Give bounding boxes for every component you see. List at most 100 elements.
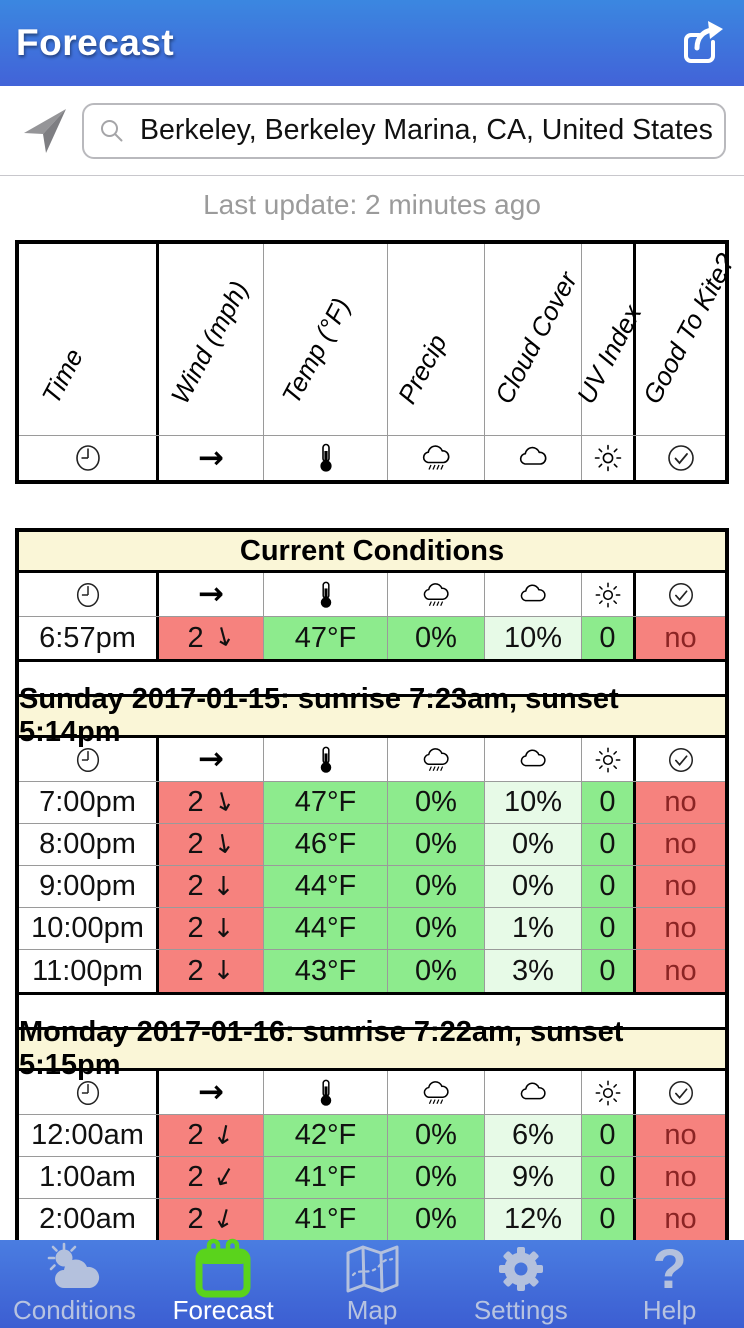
tab-settings[interactable]: Settings xyxy=(446,1240,595,1328)
arrow-right-icon: → xyxy=(198,741,224,777)
search-box xyxy=(82,102,726,159)
precip-cell: 0% xyxy=(388,1115,485,1156)
cloud-cover-cell: 12% xyxy=(485,1199,582,1240)
table-row: 10:00pm 2 ↓ 44°F 0% 1% 0 no xyxy=(19,908,725,950)
wind-direction-arrow-icon: ↓ xyxy=(209,1202,238,1237)
wind-speed: 2 xyxy=(187,621,204,654)
arrow-right-icon: → xyxy=(198,576,224,612)
temp-cell: 44°F xyxy=(264,866,388,907)
cloud-cover-cell: 0% xyxy=(485,824,582,865)
wind-cell: 2 ↓ xyxy=(159,950,264,992)
search-input[interactable] xyxy=(140,114,718,147)
cloud-icon xyxy=(520,749,546,766)
tab-label: Settings xyxy=(473,1295,568,1325)
wind-cell: 2 ↓ xyxy=(159,1115,264,1156)
precip-cell: 0% xyxy=(388,866,485,907)
good-to-kite-cell: no xyxy=(636,617,725,659)
uv-index-cell: 0 xyxy=(582,617,636,659)
wind-direction-arrow-icon: ↓ xyxy=(209,785,238,820)
gear-icon xyxy=(498,1247,543,1291)
precip-cell: 0% xyxy=(388,782,485,823)
table-row: 9:00pm 2 ↓ 44°F 0% 0% 0 no xyxy=(19,866,725,908)
cloud-cover-cell: 6% xyxy=(485,1115,582,1156)
wind-direction-arrow-icon: ↓ xyxy=(209,1118,238,1153)
uv-index-cell: 0 xyxy=(582,908,636,949)
cloud-cover-cell: 3% xyxy=(485,950,582,992)
location-arrow-icon xyxy=(24,108,66,153)
clock-icon xyxy=(76,582,99,607)
check-circle-icon xyxy=(668,582,693,607)
tab-help[interactable]: ? Help xyxy=(595,1240,744,1328)
temp-cell: 46°F xyxy=(264,824,388,865)
tab-label: Conditions xyxy=(12,1295,136,1325)
legend-icon-row: → xyxy=(19,436,725,480)
temp-cell: 41°F xyxy=(264,1157,388,1198)
legend-table: Time Wind (mph) Temp (°F) Precip Cloud C… xyxy=(15,240,741,484)
good-to-kite-cell: no xyxy=(636,866,725,907)
table-row: 11:00pm 2 ↓ 43°F 0% 3% 0 no xyxy=(19,950,725,992)
table-row: 6:57pm 2 ↓ 47°F 0% 10% 0 no xyxy=(19,617,725,659)
good-to-kite-cell: no xyxy=(636,908,725,949)
rain-cloud-icon xyxy=(423,747,449,771)
tab-label: Forecast xyxy=(172,1295,274,1325)
precip-cell: 0% xyxy=(388,1157,485,1198)
current-location-button[interactable] xyxy=(18,105,70,157)
time-cell: 1:00am xyxy=(19,1157,159,1198)
sun-icon xyxy=(594,444,621,472)
thermometer-icon xyxy=(320,746,331,773)
time-cell: 9:00pm xyxy=(19,866,159,907)
sun-icon xyxy=(595,747,620,772)
cloud-cover-cell: 1% xyxy=(485,908,582,949)
uv-index-cell: 0 xyxy=(582,824,636,865)
cloud-cover-cell: 10% xyxy=(485,617,582,659)
section-title-current: Current Conditions xyxy=(19,532,725,573)
cloud-icon xyxy=(520,1082,546,1099)
icon-row: → xyxy=(19,1071,725,1115)
time-cell: 8:00pm xyxy=(19,824,159,865)
wind-speed: 2 xyxy=(187,786,204,818)
rain-cloud-icon xyxy=(422,445,450,470)
clock-icon xyxy=(76,747,99,772)
rain-cloud-icon xyxy=(423,1080,449,1104)
cloud-icon xyxy=(520,584,546,601)
temp-cell: 44°F xyxy=(264,908,388,949)
map-icon xyxy=(346,1245,399,1293)
precip-cell: 0% xyxy=(388,1199,485,1240)
uv-index-cell: 0 xyxy=(582,1199,636,1240)
table-row: 1:00am 2 ↓ 41°F 0% 9% 0 no xyxy=(19,1157,725,1199)
good-to-kite-cell: no xyxy=(636,1157,725,1198)
temp-cell: 41°F xyxy=(264,1199,388,1240)
wind-direction-arrow-icon: ↓ xyxy=(212,871,235,902)
wind-direction-arrow-icon: ↓ xyxy=(206,1159,241,1196)
page-title: Forecast xyxy=(16,22,175,63)
sun-cloud-icon xyxy=(48,1242,100,1288)
check-circle-icon xyxy=(668,1080,693,1105)
cloud-cover-cell: 9% xyxy=(485,1157,582,1198)
wind-cell: 2 ↓ xyxy=(159,617,264,659)
uv-index-cell: 0 xyxy=(582,866,636,907)
sun-icon xyxy=(595,582,620,607)
check-circle-icon xyxy=(667,445,694,471)
precip-cell: 0% xyxy=(388,950,485,992)
legend-col-time: Time xyxy=(19,244,159,435)
wind-cell: 2 ↓ xyxy=(159,782,264,823)
last-update-status: Last update: 2 minutes ago xyxy=(203,189,541,220)
good-to-kite-cell: no xyxy=(636,1199,725,1240)
legend-col-precip: Precip xyxy=(388,244,485,435)
wind-direction-arrow-icon: ↓ xyxy=(210,827,237,862)
wind-direction-arrow-icon: ↓ xyxy=(209,620,238,656)
wind-direction-arrow-icon: ↓ xyxy=(212,913,235,944)
share-button[interactable] xyxy=(674,15,730,71)
table-row: 12:00am 2 ↓ 42°F 0% 6% 0 no xyxy=(19,1115,725,1157)
wind-speed: 2 xyxy=(187,870,204,902)
cloud-icon xyxy=(519,446,547,465)
wind-speed: 2 xyxy=(187,1119,204,1151)
wind-cell: 2 ↓ xyxy=(159,824,264,865)
precip-cell: 0% xyxy=(388,824,485,865)
tab-conditions[interactable]: Conditions xyxy=(0,1240,149,1328)
good-to-kite-cell: no xyxy=(636,950,725,992)
tab-label: Map xyxy=(346,1295,398,1325)
tab-map[interactable]: Map xyxy=(298,1240,447,1328)
table-row: 2:00am 2 ↓ 41°F 0% 12% 0 no xyxy=(19,1199,725,1241)
tab-forecast[interactable]: Forecast xyxy=(149,1238,298,1328)
